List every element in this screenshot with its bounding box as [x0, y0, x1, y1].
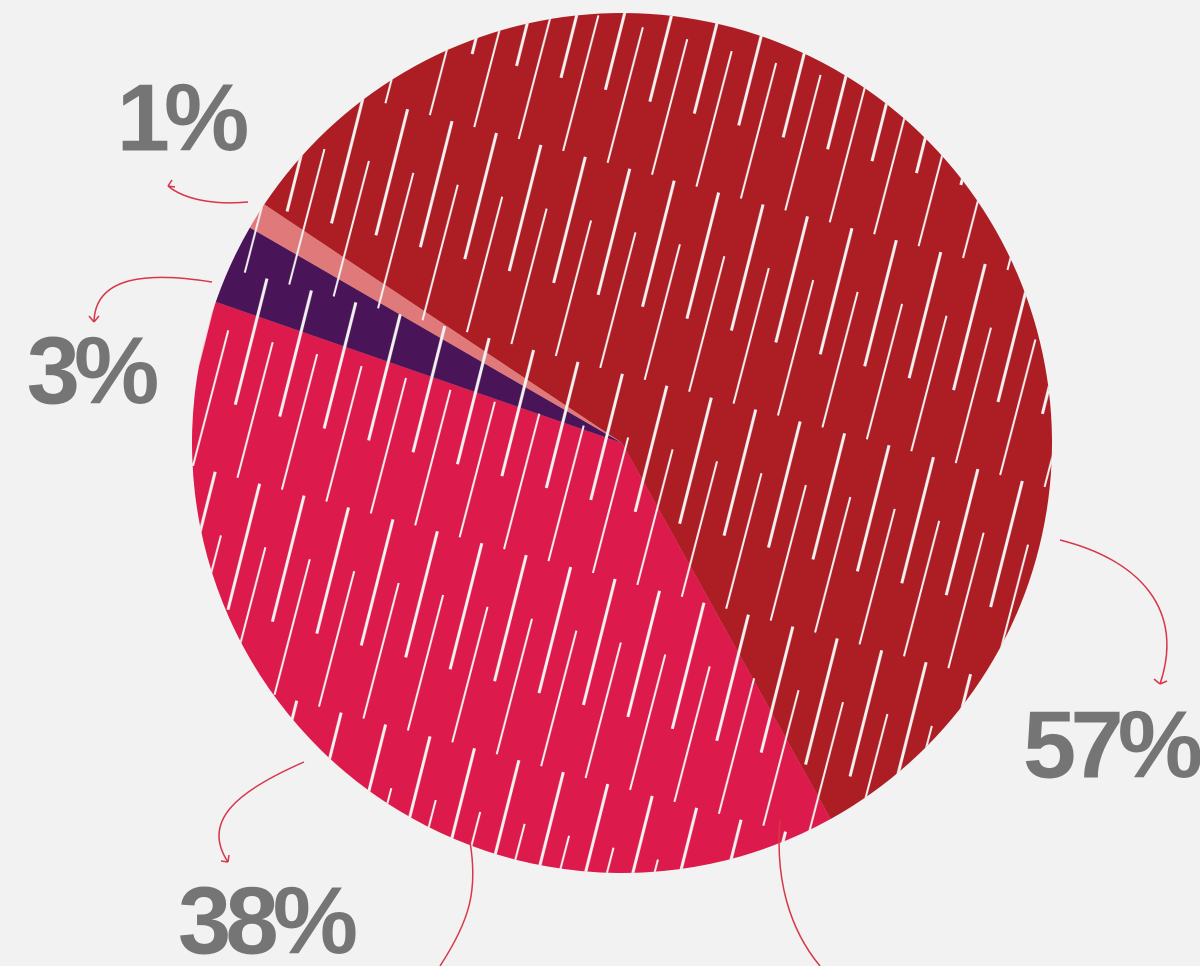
arrow: [1059, 539, 1168, 685]
value-label: 1%: [117, 64, 247, 171]
value-label: 38%: [178, 867, 356, 966]
value-label: 3%: [27, 317, 157, 424]
labels: 57% 38% 3% 1%: [27, 64, 1200, 966]
arrow: [218, 761, 305, 863]
arrows: [88, 179, 1168, 966]
strings: [439, 819, 821, 966]
value-label: 57%: [1023, 691, 1200, 798]
texture: [192, 13, 1052, 873]
arrow: [167, 179, 249, 204]
arrow: [88, 276, 213, 323]
